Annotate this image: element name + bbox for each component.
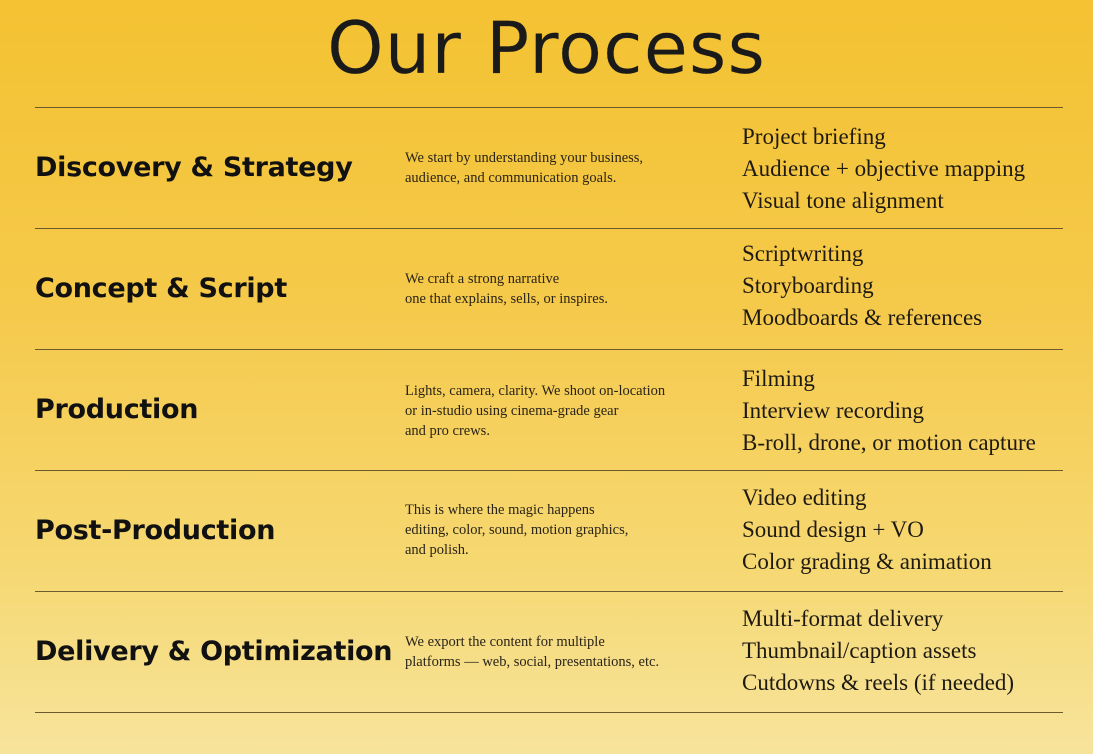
step-heading: Production [35, 394, 199, 425]
list-item: Filming [742, 366, 815, 391]
process-step-concept: Concept & Script We craft a strong narra… [35, 228, 1093, 349]
step-description: Lights, camera, clarity. We shoot on-loc… [405, 383, 666, 439]
step-description: This is where the magic happens editing,… [405, 502, 629, 558]
list-item: Interview recording [742, 398, 925, 423]
list-item: Sound design + VO [742, 517, 924, 542]
step-description: We export the content for multiple platf… [405, 633, 660, 670]
step-items: Filming Interview recording B-roll, dron… [742, 363, 1036, 459]
step-heading: Discovery & Strategy [35, 152, 353, 183]
list-item: Moodboards & references [742, 305, 983, 330]
list-item: Storyboarding [742, 273, 874, 298]
process-step-post-production: Post-Production This is where the magic … [35, 470, 1093, 591]
list-item: Cutdowns & reels (if needed) [742, 670, 1015, 695]
list-item: Video editing [742, 485, 867, 510]
step-heading: Delivery & Optimization [35, 636, 393, 667]
divider [35, 228, 1063, 229]
divider [35, 107, 1063, 108]
list-item: B-roll, drone, or motion capture [742, 430, 1036, 455]
page-title-text: Our Process [327, 6, 766, 90]
divider [35, 712, 1063, 713]
list-item: Thumbnail/caption assets [742, 638, 977, 663]
step-items: Multi-format delivery Thumbnail/caption … [742, 603, 1014, 699]
step-description: We start by understanding your business,… [405, 149, 644, 186]
list-item: Project briefing [742, 124, 886, 149]
step-items: Project briefing Audience + objective ma… [742, 121, 1025, 217]
step-items: Video editing Sound design + VO Color gr… [742, 482, 992, 578]
list-item: Visual tone alignment [742, 188, 944, 213]
page-title: Our Process [0, 6, 1093, 90]
list-item: Color grading & animation [742, 549, 992, 574]
list-item: Multi-format delivery [742, 606, 944, 631]
divider [35, 470, 1063, 471]
process-step-production: Production Lights, camera, clarity. We s… [35, 349, 1093, 470]
divider [35, 349, 1063, 350]
step-heading: Post-Production [35, 515, 276, 546]
list-item: Audience + objective mapping [742, 156, 1026, 181]
step-description: We craft a strong narrative one that exp… [405, 270, 608, 307]
process-step-discovery: Discovery & Strategy We start by underst… [35, 107, 1093, 228]
list-item: Scriptwriting [742, 241, 864, 266]
process-step-delivery: Delivery & Optimization We export the co… [35, 591, 1093, 712]
divider [35, 591, 1063, 592]
step-items: Scriptwriting Storyboarding Moodboards &… [742, 238, 982, 334]
step-heading: Concept & Script [35, 273, 287, 304]
